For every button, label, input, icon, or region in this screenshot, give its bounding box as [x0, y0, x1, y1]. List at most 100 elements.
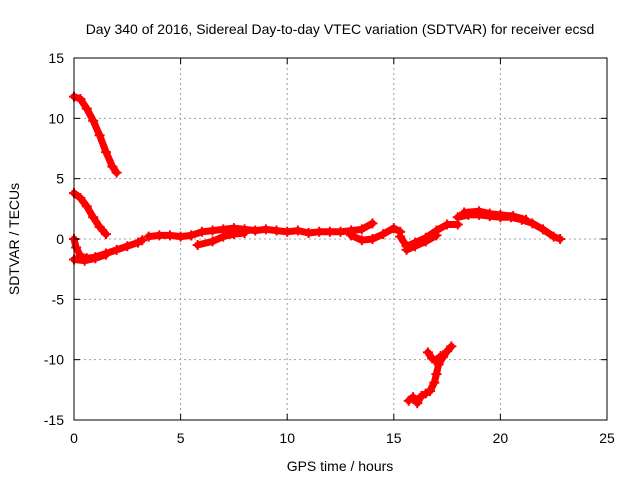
data-point — [412, 398, 423, 409]
data-point — [88, 212, 99, 223]
data-point — [431, 369, 442, 380]
data-point — [143, 231, 154, 242]
data-point — [459, 207, 470, 218]
data-point — [425, 386, 436, 397]
series-arc-high-descent — [69, 91, 122, 178]
data-point — [303, 227, 314, 238]
data-point — [260, 224, 271, 235]
data-point — [100, 229, 111, 240]
data-point — [271, 225, 282, 236]
data-point — [100, 147, 111, 158]
data-point — [508, 211, 519, 222]
data-point — [75, 192, 86, 203]
series-arc-low-negative — [69, 249, 111, 266]
data-point — [207, 236, 218, 247]
x-axis-label: GPS time / hours — [287, 458, 394, 474]
series-line — [70, 93, 121, 177]
data-point — [282, 226, 293, 237]
tick-labels: 0 5 10 15 20 25 -15 -10 -5 0 5 10 15 — [44, 50, 615, 446]
data-point — [388, 223, 399, 234]
data-point — [94, 130, 105, 141]
data-point — [111, 167, 122, 178]
series-line — [70, 189, 110, 238]
data-point — [164, 230, 175, 241]
x-tick-label: 15 — [386, 430, 402, 446]
y-tick-label: 5 — [56, 171, 64, 187]
data-point — [520, 214, 531, 225]
data-point — [196, 226, 207, 237]
data-point — [122, 241, 133, 252]
data-point — [367, 234, 378, 244]
series-band-16-18 — [395, 219, 463, 252]
series-band-16-18-lower — [401, 230, 442, 255]
series-line — [403, 231, 440, 254]
grid-lines — [74, 58, 607, 420]
data-point — [420, 236, 431, 247]
data-point — [367, 218, 378, 229]
y-tick-label: 10 — [48, 110, 64, 126]
data-point — [356, 224, 367, 235]
series-line — [424, 348, 445, 365]
data-point — [292, 225, 303, 236]
y-tick-label: 0 — [56, 231, 64, 247]
data-point — [410, 241, 421, 252]
data-point — [335, 226, 346, 237]
data-point — [452, 212, 463, 223]
series-dip-near-14 — [346, 223, 406, 246]
data-point — [474, 206, 485, 217]
data-point — [429, 377, 440, 388]
data-point — [88, 115, 99, 126]
data-point — [154, 230, 165, 241]
y-tick-label: -5 — [52, 291, 65, 307]
chart-title: Day 340 of 2016, Sidereal Day-to-day VTE… — [86, 21, 595, 37]
data-point — [407, 392, 418, 403]
series-line — [70, 251, 110, 265]
x-tick-label: 20 — [493, 430, 509, 446]
axis-ticks — [73, 57, 608, 421]
data-point — [71, 242, 82, 253]
x-tick-label: 0 — [70, 430, 78, 446]
data-point — [186, 230, 197, 241]
data-point — [137, 235, 148, 246]
data-point — [218, 231, 229, 242]
data-point — [346, 230, 357, 241]
data-point — [555, 234, 566, 244]
data-point — [100, 249, 111, 260]
data-point — [538, 224, 549, 235]
data-point — [111, 244, 122, 255]
x-tick-label: 5 — [177, 430, 185, 446]
y-tick-label: 15 — [48, 50, 64, 66]
data-point — [378, 229, 389, 240]
data-point — [314, 226, 325, 237]
data-point — [207, 225, 218, 236]
series-main-band-b — [186, 218, 378, 241]
data-point — [90, 253, 101, 264]
data-point — [107, 161, 118, 172]
data-point — [192, 240, 203, 251]
data-point — [75, 94, 86, 105]
data-series — [69, 91, 566, 409]
data-point — [431, 230, 442, 241]
y-tick-label: -10 — [44, 352, 64, 368]
data-point — [446, 341, 457, 352]
data-point — [228, 229, 239, 240]
x-tick-label: 25 — [599, 430, 615, 446]
y-axis-label: SDTVAR / TECUs — [6, 183, 22, 295]
series-late-arc-upper — [459, 206, 531, 225]
data-point — [442, 219, 453, 230]
series-band-lower-segment — [192, 227, 250, 251]
data-point — [495, 209, 506, 220]
data-point — [484, 208, 495, 219]
data-point — [94, 221, 105, 232]
data-point — [548, 231, 559, 242]
series-arc-mid-descent — [69, 188, 111, 240]
data-point — [401, 244, 412, 255]
series-negative-excursion-hook — [422, 347, 446, 366]
data-point — [527, 218, 538, 229]
data-point — [81, 103, 92, 114]
data-point — [395, 231, 406, 242]
data-point — [422, 347, 433, 358]
y-tick-label: -15 — [44, 412, 64, 428]
data-point — [79, 255, 90, 266]
